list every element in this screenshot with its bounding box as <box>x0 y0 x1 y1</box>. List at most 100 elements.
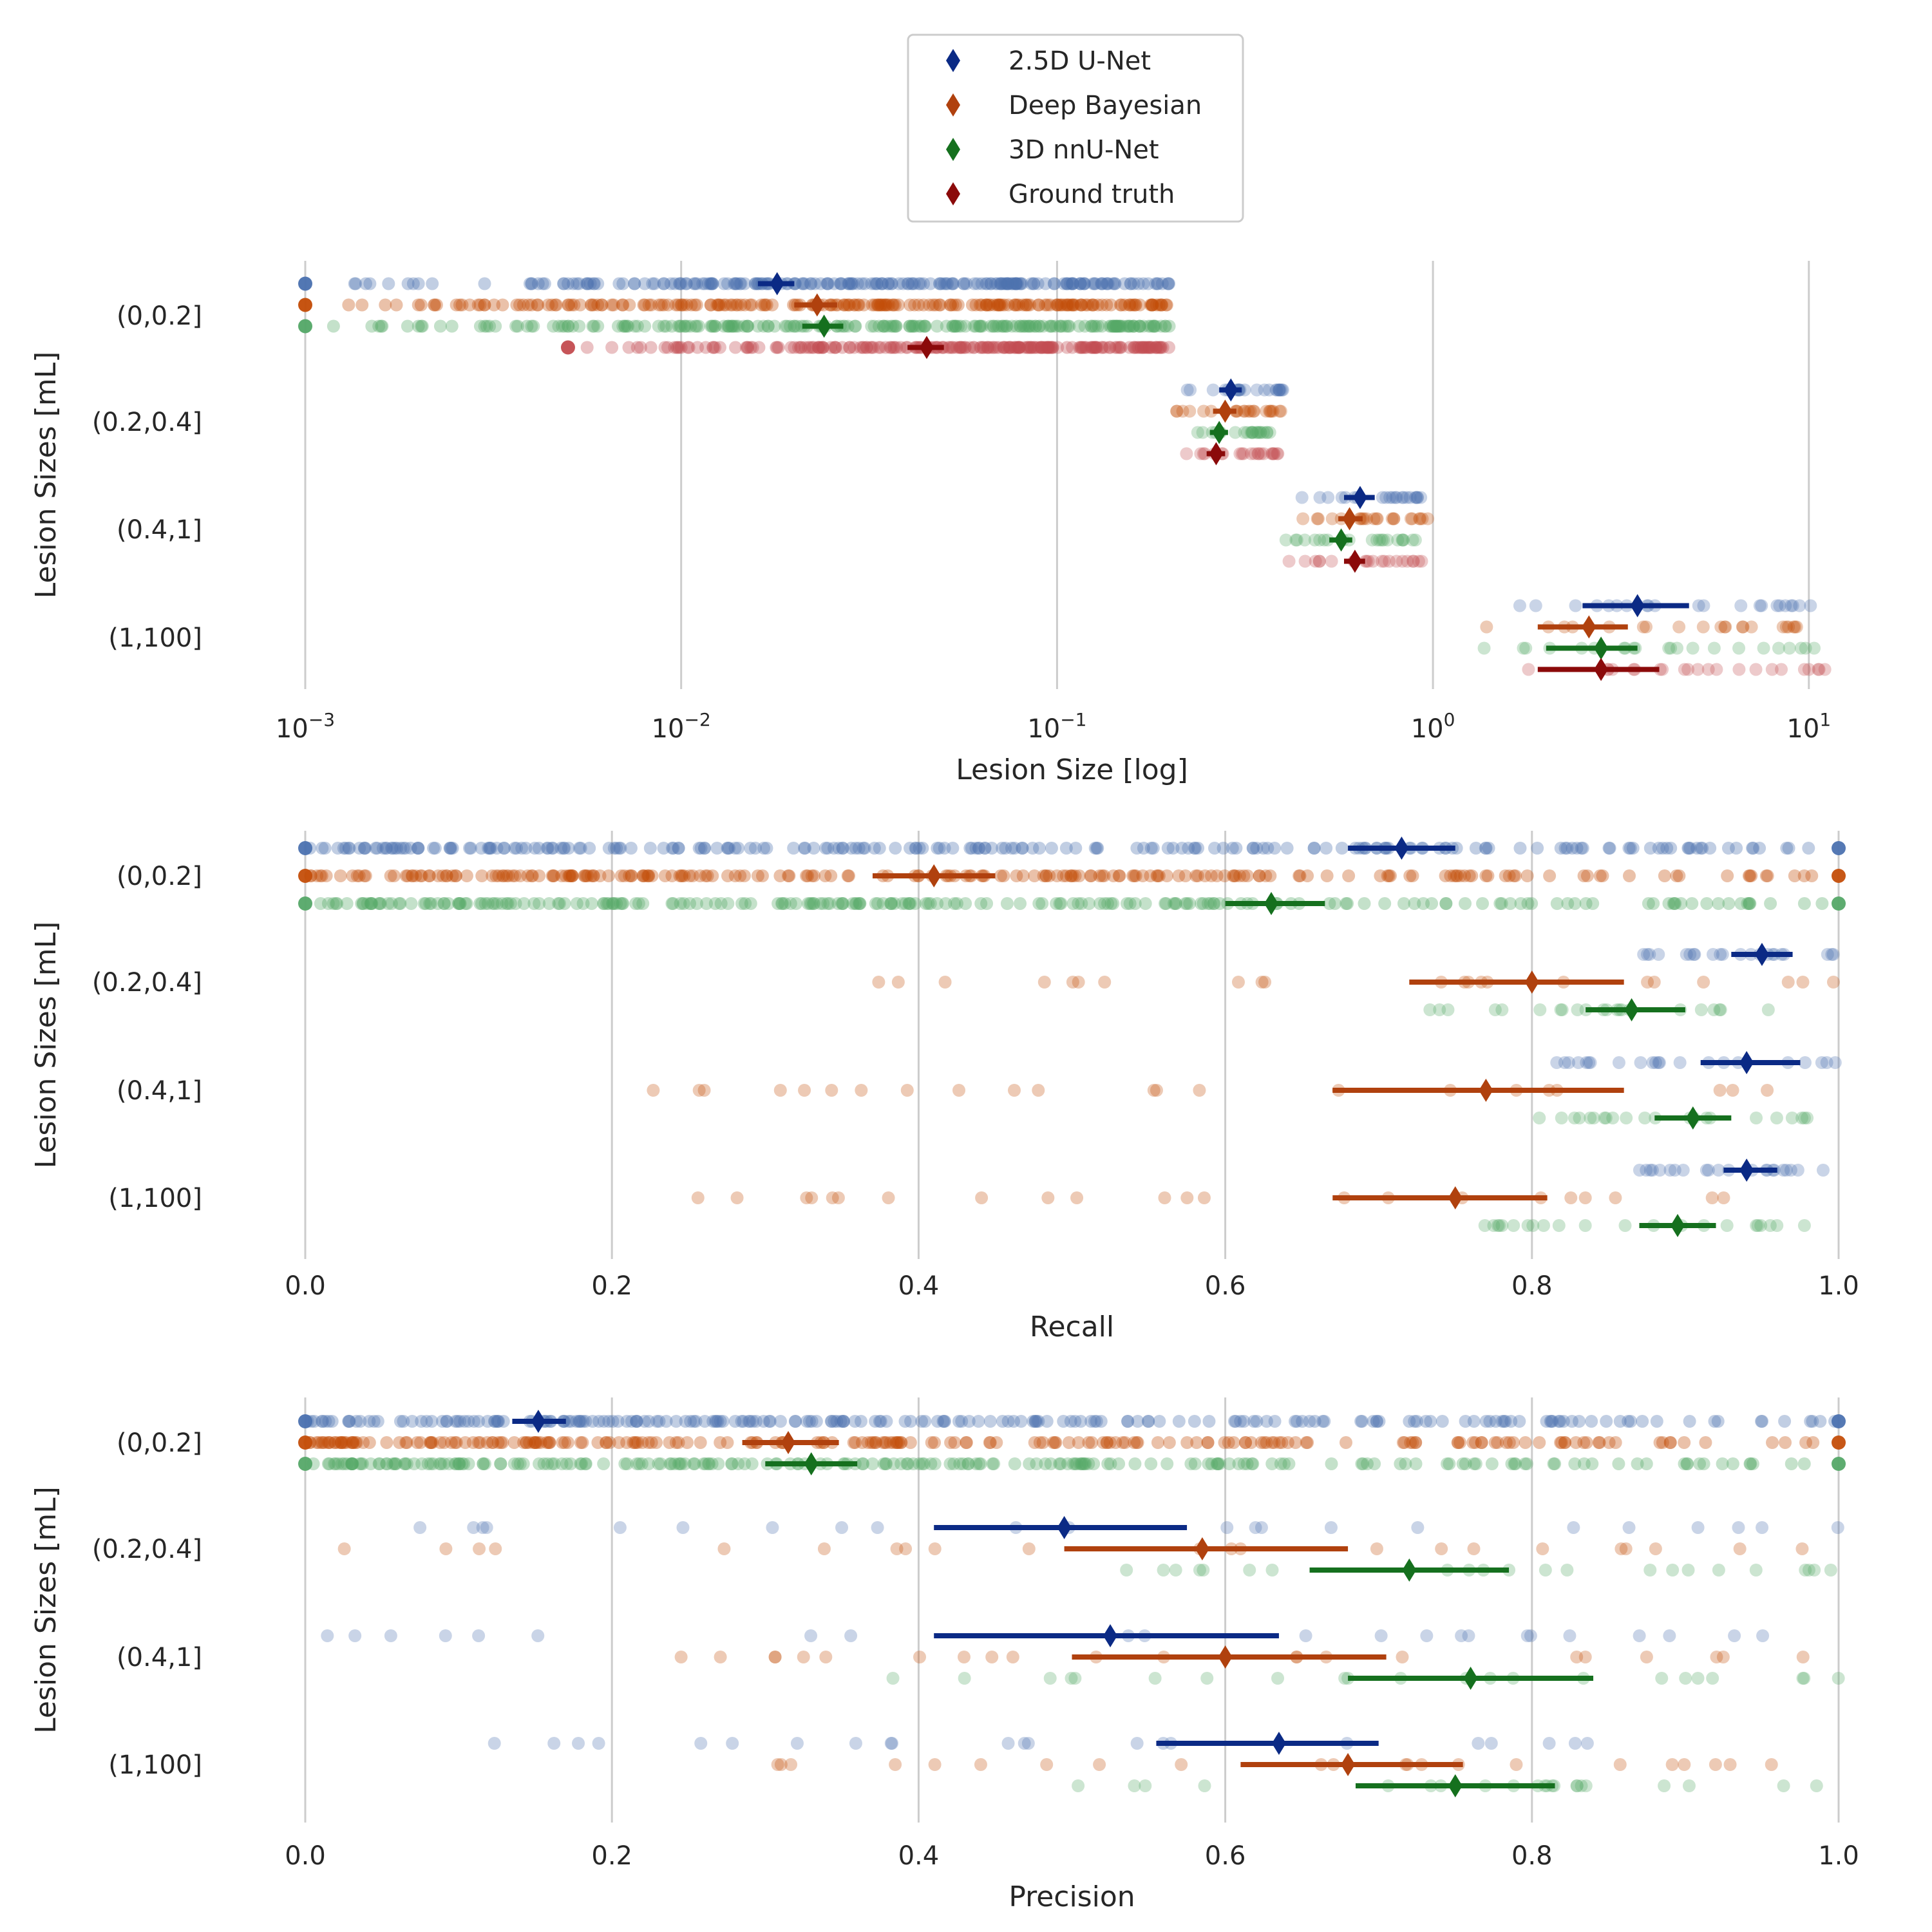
data-point <box>1542 1737 1556 1750</box>
data-point <box>1025 341 1038 354</box>
data-point <box>1066 277 1079 290</box>
data-point <box>721 842 735 855</box>
data-point <box>1197 404 1211 418</box>
data-point <box>472 1629 486 1642</box>
data-point <box>1043 869 1056 882</box>
data-point <box>1023 1457 1036 1470</box>
data-point <box>870 277 884 290</box>
data-point <box>298 841 312 855</box>
mean-marker <box>1685 1106 1700 1130</box>
data-point <box>622 341 636 354</box>
data-point <box>1114 319 1128 333</box>
data-point <box>1766 1436 1779 1449</box>
data-point <box>967 341 980 354</box>
data-point <box>1521 897 1535 910</box>
data-point <box>827 842 840 855</box>
data-point <box>1791 1164 1804 1177</box>
data-point <box>562 869 576 882</box>
data-point <box>572 1737 585 1750</box>
data-point <box>965 298 979 312</box>
data-point <box>938 976 952 989</box>
data-point <box>1802 842 1815 855</box>
data-point <box>990 298 1004 312</box>
data-point <box>1108 319 1122 333</box>
data-point <box>1335 842 1349 855</box>
data-point <box>1693 1457 1707 1470</box>
data-point <box>1683 842 1697 855</box>
data-point <box>337 842 350 855</box>
data-point <box>760 842 773 855</box>
data-point <box>532 842 545 855</box>
data-point <box>1575 1779 1588 1792</box>
data-point <box>1580 1737 1594 1750</box>
data-point <box>1676 1164 1690 1177</box>
data-point <box>1316 1415 1330 1428</box>
data-point <box>913 319 926 333</box>
y-tick-label: (1,100] <box>108 1184 202 1213</box>
data-point <box>1750 1112 1763 1124</box>
data-point <box>1010 298 1024 312</box>
data-point <box>1274 383 1287 397</box>
data-point <box>375 319 389 333</box>
data-point <box>1663 1629 1676 1642</box>
data-point <box>531 1629 545 1642</box>
data-point <box>745 298 759 312</box>
data-point <box>1554 842 1567 855</box>
data-point <box>352 869 366 882</box>
data-point <box>1683 1415 1696 1428</box>
data-point <box>1040 1415 1054 1428</box>
data-point <box>1032 1084 1045 1097</box>
data-point <box>1282 554 1296 568</box>
data-point <box>717 1542 731 1555</box>
data-point <box>731 298 744 312</box>
data-point <box>1254 426 1267 439</box>
data-point <box>1555 1112 1568 1124</box>
data-point <box>784 319 797 333</box>
data-point <box>1120 1564 1133 1577</box>
data-point <box>1560 1564 1574 1577</box>
data-point <box>1646 1056 1660 1069</box>
data-point <box>951 319 965 333</box>
data-point <box>1166 842 1180 855</box>
data-point <box>561 319 574 333</box>
data-point <box>984 277 998 290</box>
data-point <box>489 319 502 333</box>
data-point <box>1580 1056 1593 1069</box>
data-point <box>977 341 990 354</box>
data-point <box>759 298 772 312</box>
data-point <box>849 897 862 910</box>
data-point <box>1638 1112 1652 1124</box>
data-point <box>444 1436 458 1449</box>
data-point <box>1312 554 1326 568</box>
data-point <box>852 842 866 855</box>
series-mean-1 <box>742 1431 1463 1776</box>
data-point <box>394 842 408 855</box>
data-point <box>1075 341 1089 354</box>
data-point <box>1090 842 1103 855</box>
data-point <box>1008 1457 1021 1470</box>
data-point <box>1129 298 1142 312</box>
data-point <box>874 298 887 312</box>
data-point <box>1439 897 1453 910</box>
data-point <box>1667 897 1680 910</box>
data-point <box>1044 319 1057 333</box>
data-point <box>1061 298 1074 312</box>
data-point <box>848 341 861 354</box>
data-point <box>1444 869 1457 882</box>
data-point <box>610 842 623 855</box>
data-point <box>342 842 355 855</box>
data-point <box>1747 842 1760 855</box>
data-point <box>480 319 493 333</box>
data-point <box>612 842 626 855</box>
data-point <box>1249 426 1263 439</box>
data-point <box>612 277 626 290</box>
data-point <box>560 340 575 355</box>
data-point <box>808 277 822 290</box>
data-point <box>1046 341 1059 354</box>
data-point <box>380 1436 393 1449</box>
data-point <box>842 277 856 290</box>
data-point <box>343 842 356 855</box>
data-point <box>1201 1436 1215 1449</box>
mean-marker <box>1195 1537 1209 1560</box>
data-point <box>618 1457 632 1470</box>
